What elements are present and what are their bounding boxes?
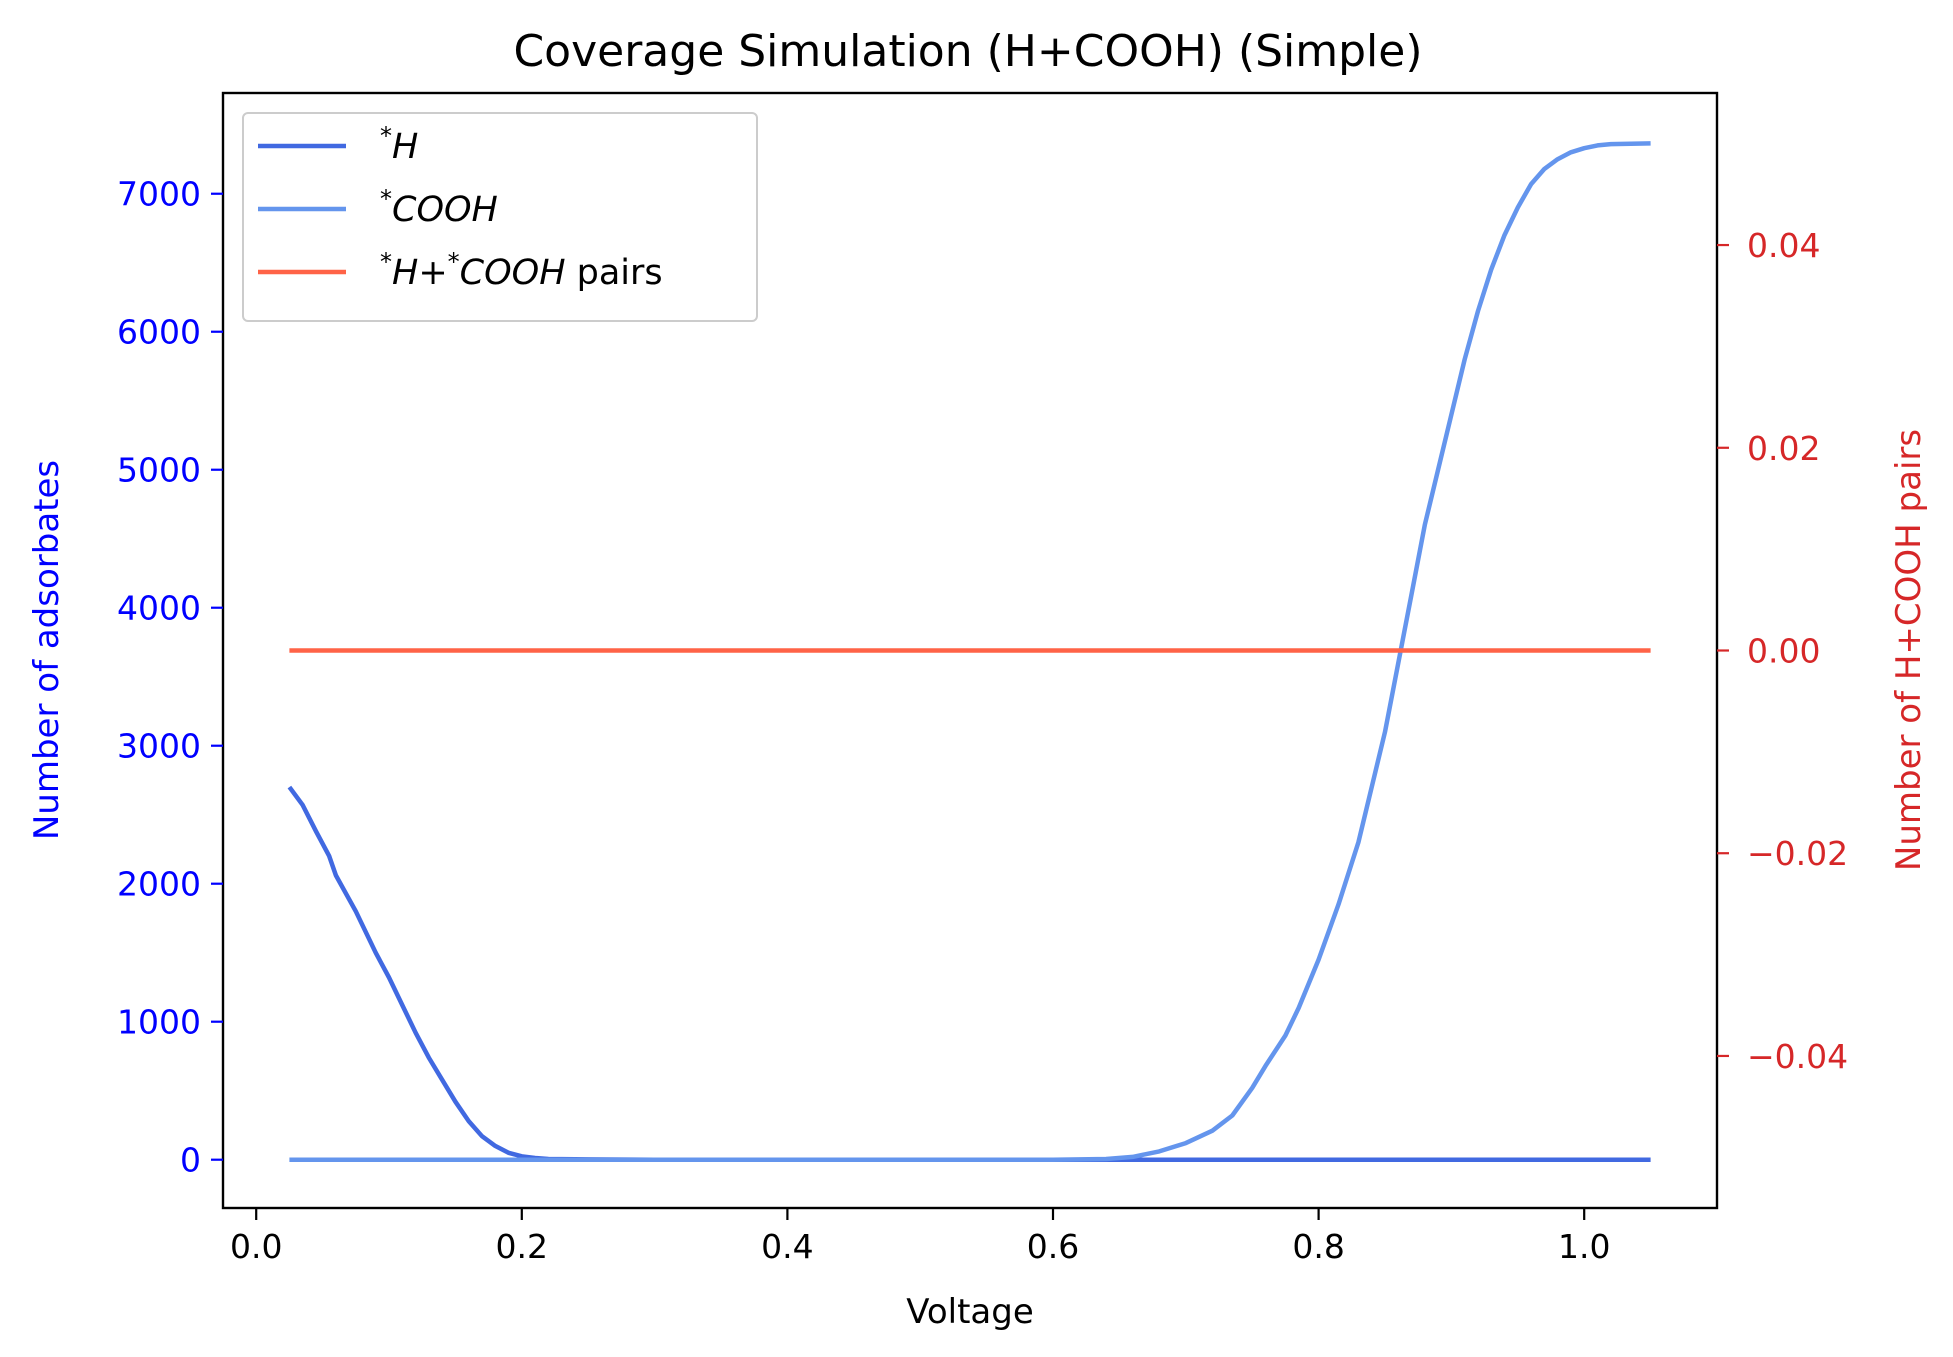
y-right-tick-label: 0.00 — [1747, 632, 1820, 671]
y-left-tick-label: 4000 — [117, 589, 201, 628]
x-tick-label: 0.8 — [1292, 1227, 1344, 1266]
series-line-1 — [289, 141, 1651, 1162]
legend-box — [242, 112, 758, 322]
y-right-tick-label: 0.04 — [1747, 226, 1820, 265]
y-left-tick-label: 5000 — [117, 451, 201, 490]
y-right-tick-label: −0.04 — [1747, 1037, 1848, 1076]
y-left-axis: 0 1000 2000 3000 4000 5000 6000 7000 — [117, 175, 223, 1180]
legend: *H *COOH *H+*COOH pairs — [242, 112, 758, 322]
y-left-tick-label: 7000 — [117, 175, 201, 214]
series-layer — [287, 141, 1651, 1162]
y-left-tick-label: 0 — [180, 1141, 201, 1180]
legend-entry: *H — [380, 122, 418, 167]
y-left-tick-label: 1000 — [117, 1003, 201, 1042]
x-tick-label: 0.6 — [1027, 1227, 1079, 1266]
y-left-tick-label: 6000 — [117, 313, 201, 352]
x-tick-label: 0.0 — [230, 1227, 282, 1266]
x-axis-label: Voltage — [906, 1292, 1034, 1332]
x-tick-label: 1.0 — [1558, 1227, 1610, 1266]
y-right-tick-label: −0.02 — [1747, 834, 1848, 873]
y-left-tick-label: 3000 — [117, 727, 201, 766]
y-right-tick-label: 0.02 — [1747, 429, 1820, 468]
y-right-axis-label: Number of H+COOH pairs — [1889, 429, 1929, 871]
series-line-0 — [287, 785, 1651, 1162]
legend-entry: *COOH — [380, 185, 498, 230]
y-right-axis: −0.04 −0.02 0.00 0.02 0.04 — [1717, 226, 1848, 1076]
x-tick-label: 0.2 — [496, 1227, 548, 1266]
legend-entry: *H+*COOH pairs — [380, 248, 663, 293]
x-axis: 0.0 0.2 0.4 0.6 0.8 1.0 — [230, 1208, 1610, 1266]
chart-title: Coverage Simulation (H+COOH) (Simple) — [513, 26, 1422, 77]
y-left-tick-label: 2000 — [117, 865, 201, 904]
y-left-axis-label: Number of adsorbates — [27, 460, 67, 840]
x-tick-label: 0.4 — [761, 1227, 813, 1266]
